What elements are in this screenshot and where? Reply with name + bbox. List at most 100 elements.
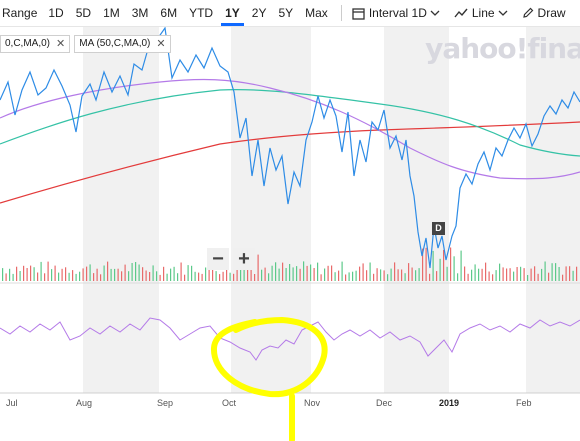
- volume-bar: [47, 261, 49, 281]
- zoom-controls: − +: [207, 248, 259, 270]
- range-5d-button[interactable]: 5D: [75, 6, 92, 20]
- legend-item-ma-short: 0,C,MA,0) ✕: [0, 35, 71, 53]
- volume-bar: [425, 247, 427, 281]
- volume-bar: [520, 266, 522, 281]
- volume-bar: [33, 267, 35, 281]
- volume-bar: [530, 268, 532, 281]
- volume-bar: [313, 268, 315, 281]
- volume-bar: [170, 268, 172, 281]
- volume-bar: [257, 254, 259, 281]
- range-max-button[interactable]: Max: [305, 6, 328, 20]
- volume-bar: [19, 271, 21, 281]
- volume-bar: [341, 261, 343, 281]
- x-tick-label: Oct: [222, 398, 237, 408]
- draw-label: Draw: [537, 6, 566, 20]
- volume-bar: [551, 263, 553, 281]
- volume-bar: [432, 250, 434, 281]
- volume-bar: [271, 265, 273, 281]
- volume-bar: [5, 273, 7, 281]
- volume-bar: [418, 268, 420, 281]
- volume-bar: [544, 261, 546, 281]
- volume-bar: [429, 273, 431, 281]
- volume-bar: [446, 266, 448, 281]
- volume-bar: [93, 273, 95, 281]
- range-1m-button[interactable]: 1M: [103, 6, 120, 20]
- range-ytd-button[interactable]: YTD: [189, 6, 214, 20]
- volume-bar: [387, 274, 389, 281]
- volume-bar: [37, 272, 39, 281]
- volume-bar: [142, 267, 144, 281]
- range-5y-button[interactable]: 5Y: [278, 6, 294, 20]
- volume-bar: [558, 267, 560, 281]
- volume-bar: [247, 266, 249, 281]
- volume-bar: [380, 269, 382, 281]
- volume-bar: [509, 268, 511, 281]
- volume-bar: [499, 263, 501, 281]
- indicator-legend: 0,C,MA,0) ✕ MA (50,C,MA,0) ✕: [0, 35, 175, 53]
- volume-bar: [107, 261, 109, 281]
- volume-bar: [58, 272, 60, 281]
- volume-bar: [264, 267, 266, 281]
- volume-bar: [397, 269, 399, 281]
- volume-bar: [450, 247, 452, 281]
- volume-bar: [240, 264, 242, 281]
- range-6m-button[interactable]: 6M: [160, 6, 178, 20]
- volume-bar: [453, 256, 455, 281]
- volume-bar: [121, 271, 123, 281]
- stock-chart[interactable]: [0, 27, 580, 441]
- volume-bar: [439, 258, 441, 281]
- volume-bar: [565, 266, 567, 281]
- volume-bar: [411, 267, 413, 281]
- volume-bar: [527, 275, 529, 281]
- yahoo-finance-watermark: yahoo!fina: [425, 32, 580, 65]
- volume-bar: [562, 274, 564, 281]
- volume-bar: [555, 263, 557, 281]
- interval-label: Interval: [368, 6, 409, 20]
- legend-label: 0,C,MA,0): [5, 38, 51, 49]
- volume-bar: [205, 267, 207, 281]
- volume-bar: [89, 264, 91, 281]
- close-icon[interactable]: ✕: [56, 38, 66, 50]
- dividend-marker[interactable]: D: [432, 222, 445, 235]
- volume-bar: [212, 268, 214, 281]
- volume-bar: [166, 273, 168, 281]
- volume-bar: [415, 270, 417, 281]
- price-line: [0, 27, 580, 269]
- volume-bar: [299, 268, 301, 281]
- volume-bar: [180, 262, 182, 281]
- close-icon[interactable]: ✕: [156, 38, 166, 50]
- volume-bar: [103, 265, 105, 281]
- volume-bar: [460, 250, 462, 281]
- volume-bar: [2, 268, 4, 281]
- volume-bar: [359, 266, 361, 281]
- volume-bar: [201, 273, 203, 281]
- zoom-in-button[interactable]: +: [233, 248, 255, 270]
- pencil-icon: [522, 7, 533, 18]
- volume-bar: [408, 263, 410, 281]
- range-1d-button[interactable]: 1D: [48, 6, 64, 20]
- volume-bar: [383, 270, 385, 281]
- range-2y-button[interactable]: 2Y: [251, 6, 267, 20]
- volume-bar: [404, 273, 406, 281]
- volume-bar: [495, 270, 497, 281]
- range-1y-button[interactable]: 1Y: [221, 6, 244, 26]
- volume-bar: [79, 271, 81, 281]
- x-tick-label: Nov: [304, 398, 321, 408]
- draw-button[interactable]: Draw: [522, 6, 566, 20]
- volume-bar: [145, 270, 147, 281]
- range-3m-button[interactable]: 3M: [131, 6, 149, 20]
- volume-bar: [198, 272, 200, 281]
- volume-bar: [233, 273, 235, 281]
- volume-bar: [75, 273, 77, 281]
- interval-button[interactable]: Interval 1D: [352, 6, 444, 20]
- ma-red-line: [0, 121, 580, 204]
- volume-bar: [163, 266, 165, 281]
- volume-bar: [278, 268, 280, 281]
- chart-type-button[interactable]: Line: [454, 6, 512, 20]
- volume-bar: [390, 268, 392, 281]
- volume-bar: [324, 268, 326, 281]
- volume-bar: [320, 274, 322, 281]
- zoom-out-button[interactable]: −: [207, 248, 229, 270]
- volume-bar: [317, 262, 319, 281]
- volume-bar: [464, 266, 466, 281]
